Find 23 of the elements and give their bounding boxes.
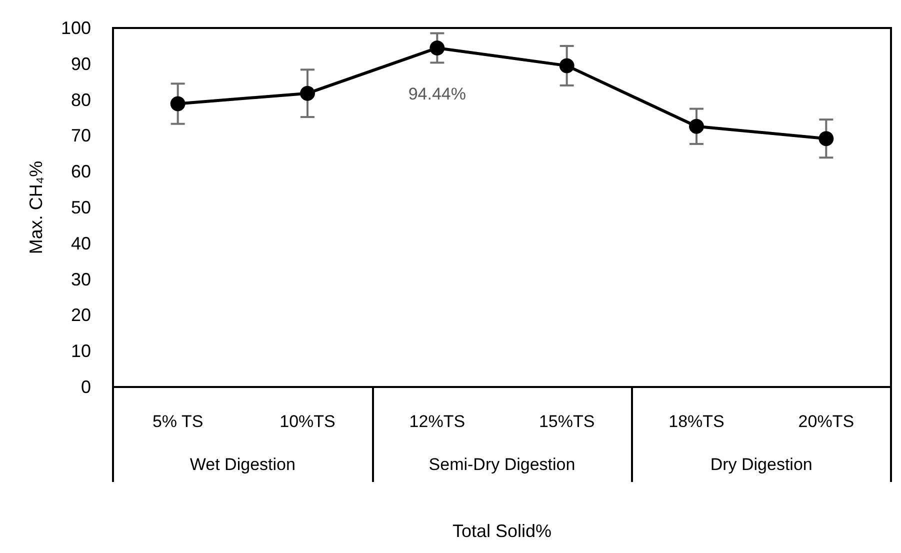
- y-tick-label: 80: [70, 90, 91, 110]
- data-label: 94.44%: [408, 84, 466, 104]
- y-tick-label: 10: [70, 341, 91, 362]
- y-tick-label: 60: [70, 162, 91, 182]
- y-axis-title: Max. CH₄%: [26, 160, 46, 254]
- y-tick-label: 70: [70, 126, 91, 146]
- x-tick-label: 5% TS: [152, 412, 204, 431]
- y-tick-label: 0: [80, 377, 91, 397]
- x-tick-label: 20%TS: [798, 412, 854, 431]
- y-tick-label: 100: [60, 18, 91, 38]
- text: Semi-Dry Digestion: [428, 455, 576, 474]
- x-tick-label: 10%TS: [280, 412, 336, 431]
- text: Dry Digestion: [710, 455, 812, 474]
- x-axis-title: Total Solid%: [452, 521, 552, 541]
- y-tick-label: 20: [70, 305, 91, 326]
- x-tick-label: 15%TS: [538, 412, 595, 431]
- x-tick-label: 18%TS: [668, 412, 724, 431]
- x-tick-label: 12%TS: [409, 412, 466, 431]
- y-tick-label: 30: [70, 269, 91, 290]
- text: Wet Digestion: [190, 455, 296, 474]
- y-tick-label: 90: [70, 54, 91, 74]
- y-tick-label: 50: [70, 198, 91, 218]
- y-tick-label: 40: [70, 233, 91, 254]
